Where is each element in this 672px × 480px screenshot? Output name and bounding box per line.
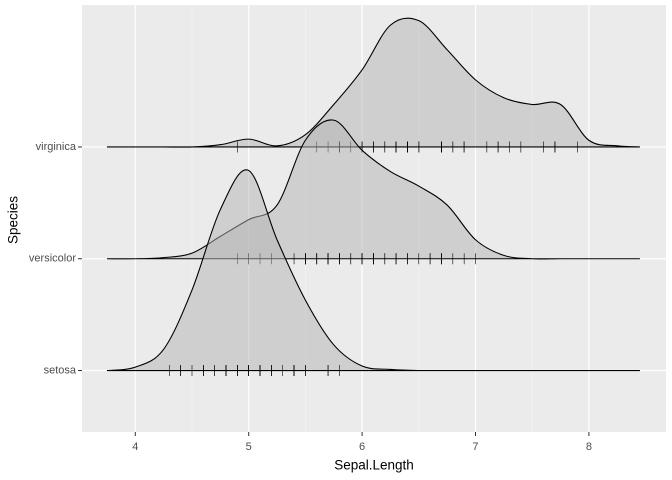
density-ridge bbox=[106, 17, 640, 148]
x-tick-label: 8 bbox=[586, 441, 592, 453]
y-tick-label: virginica bbox=[36, 141, 77, 153]
density-ridge bbox=[106, 169, 640, 372]
y-tick-label: versicolor bbox=[29, 253, 76, 265]
x-axis-title: Sepal.Length bbox=[334, 458, 414, 473]
x-tick-label: 5 bbox=[246, 441, 252, 453]
plot-layer bbox=[82, 5, 666, 432]
x-tick-label: 6 bbox=[359, 441, 365, 453]
density-ridge bbox=[106, 119, 640, 260]
y-tick-label: setosa bbox=[44, 364, 77, 376]
x-tick-label: 7 bbox=[472, 441, 478, 453]
x-tick-label: 4 bbox=[132, 441, 138, 453]
y-axis-title: Species bbox=[6, 196, 21, 244]
